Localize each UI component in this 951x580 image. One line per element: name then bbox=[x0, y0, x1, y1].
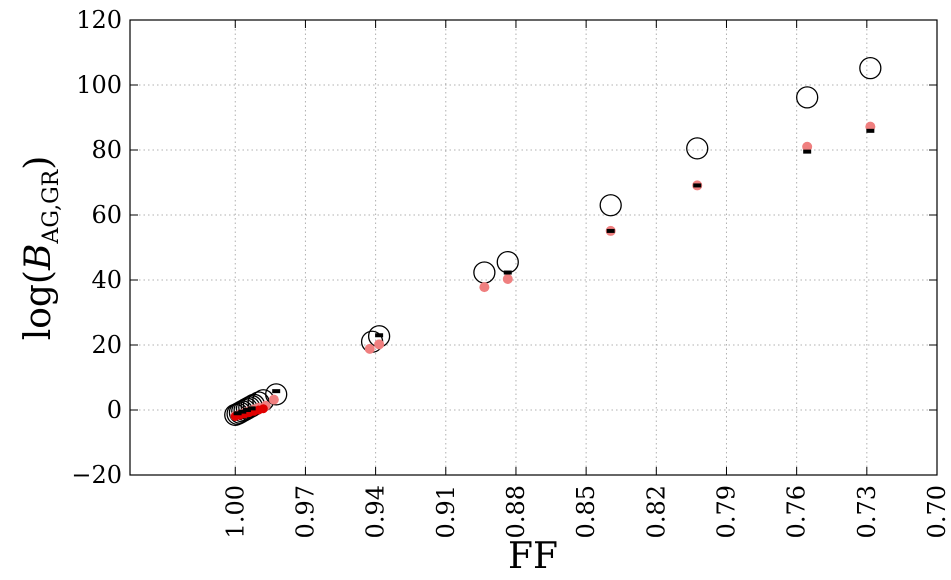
red-point bbox=[258, 404, 268, 414]
black-dash-point bbox=[866, 128, 875, 133]
y-tick-label: 0 bbox=[107, 396, 122, 424]
black-dash-point bbox=[238, 409, 247, 414]
open-circle-point bbox=[796, 86, 819, 109]
light-red-point bbox=[479, 282, 490, 293]
black-dash-point bbox=[803, 149, 812, 154]
light-red-point bbox=[802, 141, 813, 152]
ticks-layer: 1.00 0.97 0.94 0.91 0.88 0.85 0.82 0.79 0.76 0.73… bbox=[71, 6, 951, 538]
black-dash-point bbox=[606, 228, 615, 233]
black-dash-point bbox=[272, 389, 281, 394]
y-tick-label: 40 bbox=[91, 266, 122, 294]
light-red-point bbox=[268, 394, 279, 405]
x-tick-label: 0.85 bbox=[572, 485, 600, 538]
y-tick-label: 80 bbox=[91, 136, 122, 164]
x-tick-label: 0.79 bbox=[712, 485, 740, 538]
open-circle-point bbox=[599, 194, 622, 217]
light-red-point bbox=[364, 343, 375, 354]
y-axis-title-subscript: AG,GR bbox=[39, 168, 64, 244]
y-axis-title: log(BAG,GR) bbox=[18, 156, 64, 341]
x-tick-label: 0.73 bbox=[853, 485, 881, 538]
x-tick-label: 0.88 bbox=[502, 485, 530, 538]
x-tick-label: 1.00 bbox=[221, 485, 249, 538]
light-red-point bbox=[502, 274, 513, 285]
x-tick-label: 0.91 bbox=[432, 485, 460, 538]
plot-background bbox=[130, 20, 937, 475]
black-dash-point bbox=[247, 406, 256, 411]
open-circle-point bbox=[686, 137, 709, 160]
black-dash-point bbox=[233, 411, 242, 416]
x-tick-label: 0.70 bbox=[923, 485, 951, 538]
x-tick-label: 0.94 bbox=[362, 485, 390, 538]
black-dash-point bbox=[375, 333, 384, 338]
y-tick-label: −20 bbox=[71, 461, 122, 489]
y-tick-label: 100 bbox=[76, 71, 122, 99]
y-axis-title-suffix: ) bbox=[18, 156, 59, 170]
light-red-point bbox=[374, 339, 385, 350]
x-axis-title: FF bbox=[508, 536, 558, 575]
x-tick-label: 0.76 bbox=[783, 485, 811, 538]
y-axis-title-variable: B bbox=[18, 244, 59, 271]
y-tick-label: 20 bbox=[91, 331, 122, 359]
x-tick-label: 0.82 bbox=[642, 485, 670, 538]
y-tick-label: 120 bbox=[76, 6, 122, 34]
y-axis-title-prefix: log( bbox=[18, 270, 59, 340]
black-dash-point bbox=[503, 270, 512, 275]
open-circle-point bbox=[859, 56, 882, 80]
black-dash-point bbox=[693, 183, 702, 188]
y-tick-label: 60 bbox=[91, 201, 122, 229]
black-dash-point bbox=[242, 408, 251, 412]
plot-frame bbox=[129, 19, 938, 476]
x-tick-label: 0.97 bbox=[291, 485, 319, 538]
open-circle-point bbox=[265, 383, 288, 406]
marks-layer bbox=[224, 56, 882, 427]
